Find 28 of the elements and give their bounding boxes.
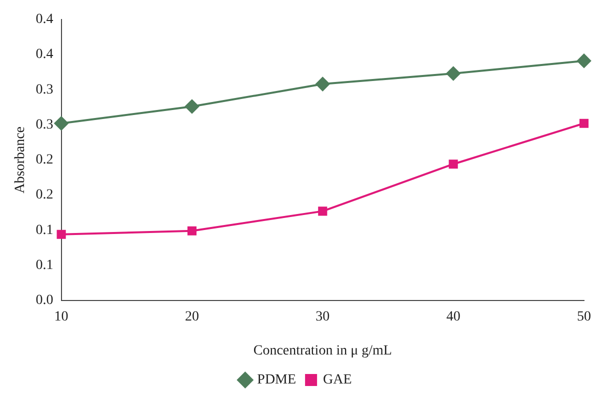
y-tick-label: 0.2 [36,152,54,168]
point [448,160,458,169]
point [318,206,328,216]
x-tick-label: 10 [54,309,68,324]
legend-label: GAE [323,372,352,388]
y-tick-label: 0.3 [36,117,54,132]
y-tick-label: 0.1 [36,258,54,273]
legend-label: PDME [257,372,296,388]
y-tick-label: 0.4 [36,12,54,28]
y-tick-label: 0.2 [36,188,54,203]
point [577,54,591,68]
point [579,118,589,128]
point [184,100,199,114]
x-axis-title: Concentration in μ g/mL [253,343,392,358]
point [56,230,66,239]
y-tick-label: 0.1 [36,222,54,238]
point [316,77,330,92]
y-tick-label: 0.3 [36,82,54,98]
point [187,226,197,236]
point [54,116,68,130]
x-tick-label: 20 [184,309,199,324]
x-tick-label: 30 [316,309,330,324]
y-tick-label: 0.4 [36,47,54,62]
x-tick-label: 40 [446,309,460,324]
y-tick-label: 0.0 [36,293,54,308]
y-axis-title: Absorbance [13,126,28,194]
point [446,66,460,80]
x-tick-label: 50 [577,309,591,324]
